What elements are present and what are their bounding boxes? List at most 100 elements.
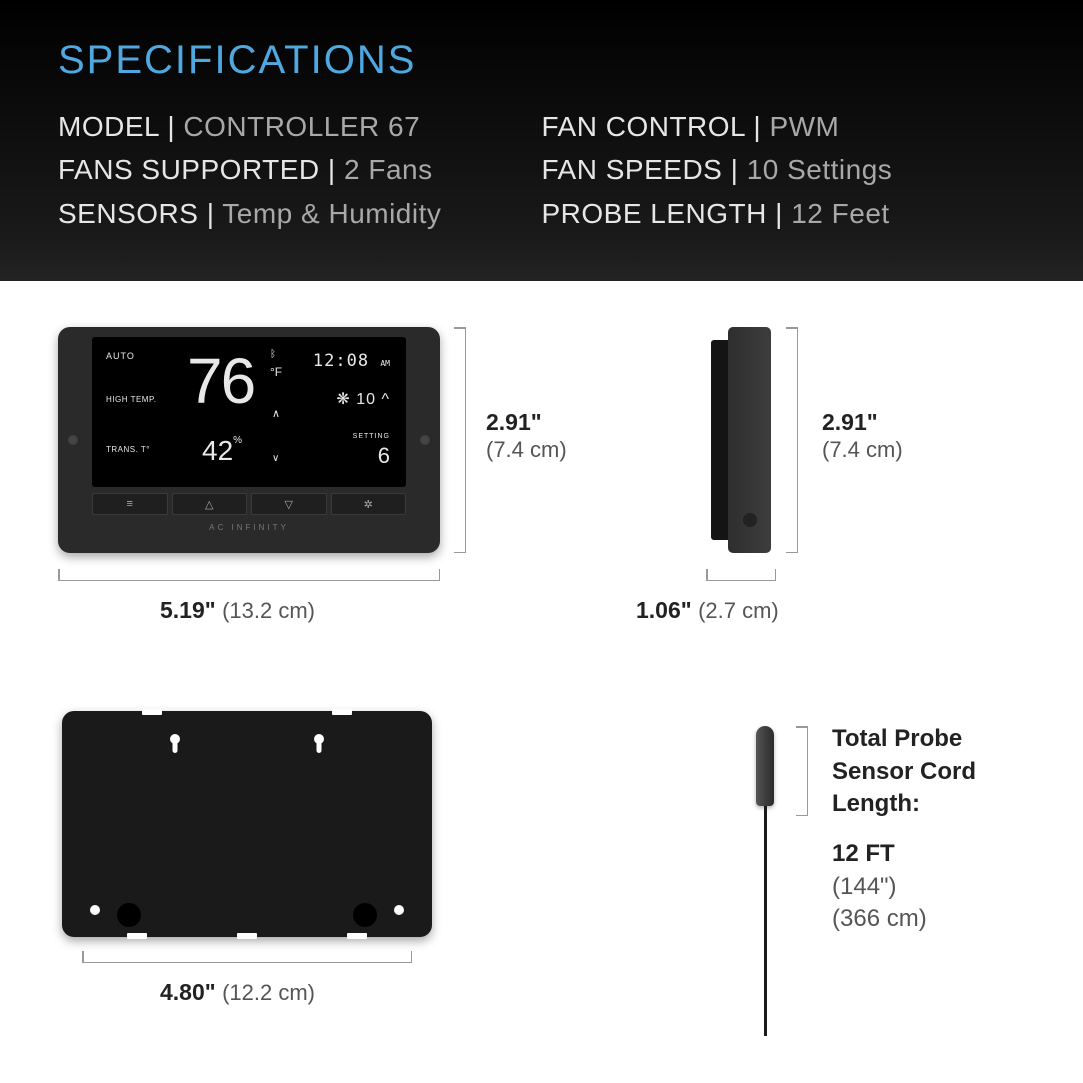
lcd-screen: AUTO HIGH TEMP. TRANS. T° 76 ᛒ °F ∧ 42% … xyxy=(92,337,406,487)
lcd-trans-label: TRANS. T° xyxy=(106,445,150,454)
lcd-temperature: 76 xyxy=(187,349,254,413)
spec-value: PWM xyxy=(769,111,839,142)
spec-columns: MODEL | CONTROLLER 67 FANS SUPPORTED | 2… xyxy=(58,105,1025,235)
side-button-icon xyxy=(743,513,757,527)
probe-length-sub: (366 cm) xyxy=(832,903,976,935)
spec-row: FANS SUPPORTED | 2 Fans xyxy=(58,148,542,191)
dim-bracket-back-width xyxy=(82,951,412,963)
menu-button[interactable]: ≡ xyxy=(92,493,168,515)
screw-hole-icon xyxy=(90,905,100,915)
dim-imperial: 2.91" xyxy=(822,409,878,435)
dim-bracket-side-height xyxy=(786,327,798,553)
spec-row: FAN SPEEDS | 10 Settings xyxy=(542,148,1026,191)
dim-bracket-front-width xyxy=(58,569,440,581)
spec-label: FANS SUPPORTED xyxy=(58,154,320,185)
screw-icon xyxy=(419,434,431,446)
bluetooth-icon: ᛒ xyxy=(270,349,276,360)
dim-metric: (12.2 cm) xyxy=(222,980,315,1005)
dim-imperial: 4.80" xyxy=(160,979,216,1005)
dim-imperial: 1.06" xyxy=(636,597,692,623)
spec-value: Temp & Humidity xyxy=(222,198,441,229)
up-button[interactable]: △ xyxy=(172,493,248,515)
screw-icon xyxy=(67,434,79,446)
lcd-setting-label: SETTING xyxy=(353,433,390,440)
dim-imperial: 5.19" xyxy=(160,597,216,623)
spec-sep: | xyxy=(745,111,769,142)
spec-value: 10 Settings xyxy=(747,154,893,185)
spec-col-left: MODEL | CONTROLLER 67 FANS SUPPORTED | 2… xyxy=(58,105,542,235)
probe-label-line: Total Probe xyxy=(832,723,976,755)
spec-label: MODEL xyxy=(58,111,159,142)
dim-imperial: 2.91" xyxy=(486,409,542,435)
spec-value: CONTROLLER 67 xyxy=(183,111,420,142)
triangle-up-icon: △ xyxy=(205,498,213,511)
spec-header: SPECIFICATIONS MODEL | CONTROLLER 67 FAN… xyxy=(0,0,1083,281)
dim-front-width: 5.19" (13.2 cm) xyxy=(160,597,315,624)
spec-sep: | xyxy=(722,154,746,185)
lcd-temp-unit: °F xyxy=(270,365,282,379)
keyhole-icon xyxy=(312,733,326,755)
lcd-mode: AUTO xyxy=(106,351,135,361)
spec-value: 12 Feet xyxy=(791,198,889,229)
spec-label: FAN SPEEDS xyxy=(542,154,723,185)
mount-tab-icon xyxy=(347,933,367,939)
rubber-foot-icon xyxy=(353,903,377,927)
probe-length-sub: (144") xyxy=(832,871,976,903)
lcd-clock-time: 12:08 xyxy=(313,351,369,371)
probe-length-text: Total Probe Sensor Cord Length: 12 FT (1… xyxy=(832,723,976,935)
dim-side-height: 2.91" (7.4 cm) xyxy=(822,409,903,463)
lcd-setting-value: 6 xyxy=(378,443,390,469)
down-button[interactable]: ▽ xyxy=(251,493,327,515)
mount-tab-icon xyxy=(127,933,147,939)
dim-metric: (2.7 cm) xyxy=(698,598,779,623)
screw-hole-icon xyxy=(394,905,404,915)
lcd-clock: 12:08 AM xyxy=(313,351,390,371)
spec-sep: | xyxy=(320,154,344,185)
probe-length-value: 12 FT xyxy=(832,838,976,870)
spec-sep: | xyxy=(767,198,791,229)
side-back-plate xyxy=(711,340,728,540)
lcd-fan-speed: ❋ 10 ^ xyxy=(336,389,390,409)
spec-label: FAN CONTROL xyxy=(542,111,746,142)
spec-row: MODEL | CONTROLLER 67 xyxy=(58,105,542,148)
probe-label-line: Sensor Cord xyxy=(832,756,976,788)
controller-side-view xyxy=(711,327,771,553)
dim-metric: (7.4 cm) xyxy=(822,437,903,462)
spec-title: SPECIFICATIONS xyxy=(58,38,1025,83)
lcd-humidity: 42% xyxy=(202,435,242,467)
spec-row: SENSORS | Temp & Humidity xyxy=(58,192,542,235)
dim-back-width: 4.80" (12.2 cm) xyxy=(160,979,315,1006)
probe-sensor xyxy=(755,726,775,1026)
dim-bracket-probe xyxy=(796,726,808,816)
gear-icon: ✲ xyxy=(364,498,373,511)
probe-cord-icon xyxy=(764,806,767,1036)
dim-front-height: 2.91" (7.4 cm) xyxy=(486,409,567,463)
fan-icon: ❋ xyxy=(336,391,350,408)
mount-tab-icon xyxy=(332,709,352,715)
lcd-hightemp-label: HIGH TEMP. xyxy=(106,395,157,404)
brand-label: AC INFINITY xyxy=(209,523,289,532)
dim-bracket-front-height xyxy=(454,327,466,553)
dim-metric: (13.2 cm) xyxy=(222,598,315,623)
lcd-clock-ampm: AM xyxy=(380,359,390,368)
lcd-humidity-value: 42 xyxy=(202,435,233,466)
dim-bracket-side-depth xyxy=(706,569,776,581)
product-canvas: AUTO HIGH TEMP. TRANS. T° 76 ᛒ °F ∧ 42% … xyxy=(0,281,1083,1075)
spec-label: SENSORS xyxy=(58,198,198,229)
dim-side-depth: 1.06" (2.7 cm) xyxy=(636,597,779,624)
controller-front-view: AUTO HIGH TEMP. TRANS. T° 76 ᛒ °F ∧ 42% … xyxy=(58,327,440,553)
caret-up-icon: ∧ xyxy=(272,407,280,420)
side-front-plate xyxy=(728,327,771,553)
spec-label: PROBE LENGTH xyxy=(542,198,767,229)
spec-sep: | xyxy=(159,111,183,142)
mode-button[interactable]: ✲ xyxy=(331,493,407,515)
spec-sep: | xyxy=(198,198,222,229)
spec-row: PROBE LENGTH | 12 Feet xyxy=(542,192,1026,235)
caret-down-icon: ∨ xyxy=(272,453,279,464)
controller-button-row: ≡ △ ▽ ✲ xyxy=(92,493,406,515)
probe-tip-icon xyxy=(756,726,774,806)
probe-label-line: Length: xyxy=(832,788,976,820)
spec-value: 2 Fans xyxy=(344,154,433,185)
spec-col-right: FAN CONTROL | PWM FAN SPEEDS | 10 Settin… xyxy=(542,105,1026,235)
lcd-fan-speed-value: 10 ^ xyxy=(356,391,390,408)
